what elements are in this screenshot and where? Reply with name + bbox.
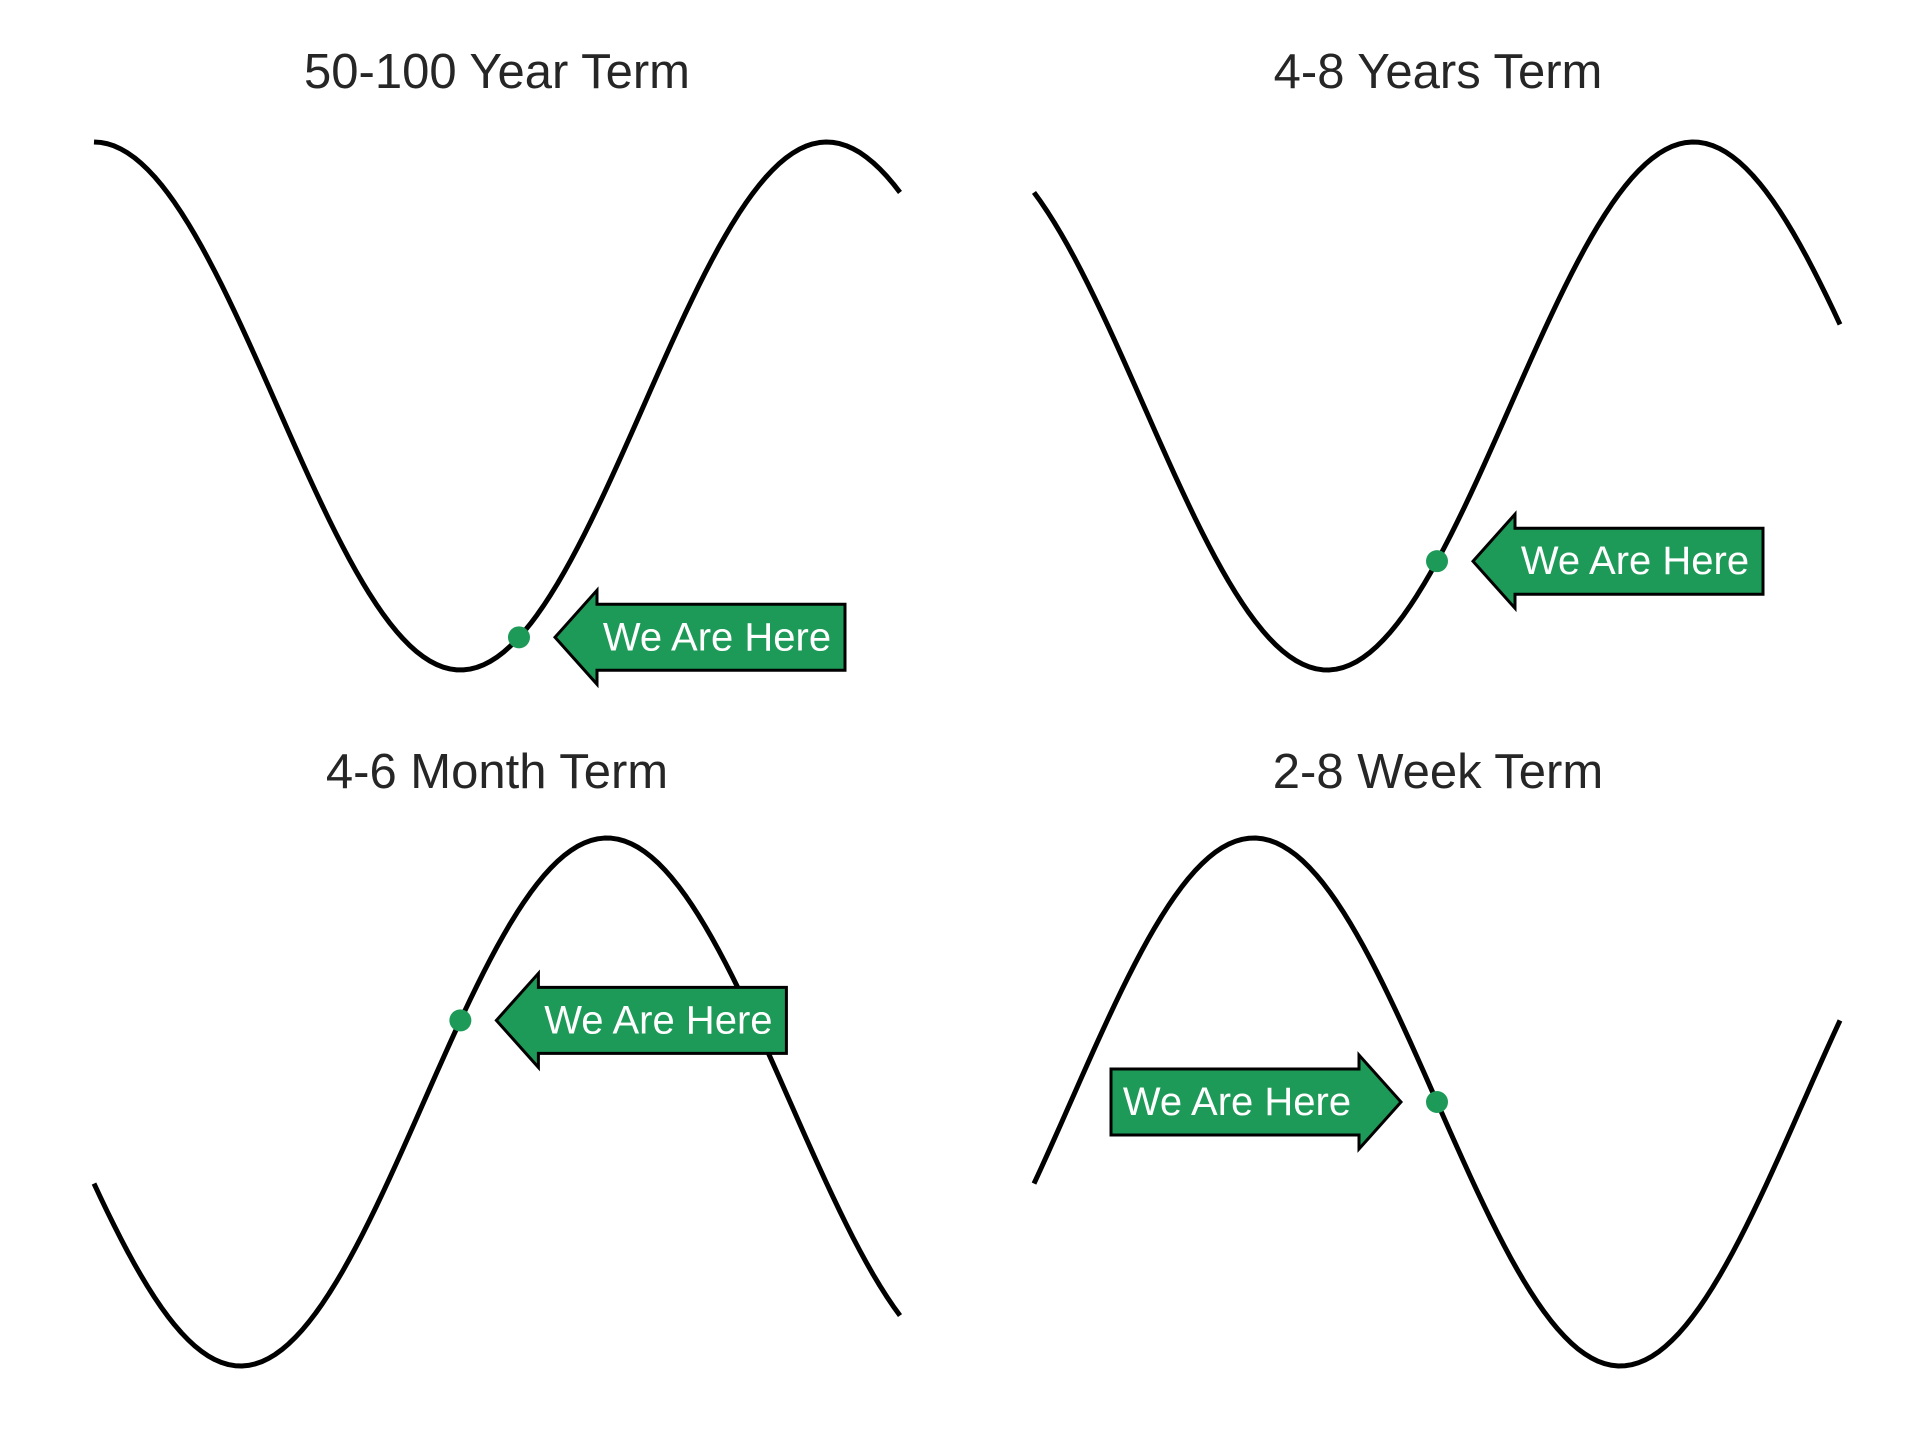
panel-2: 4-8 Years Term We Are Here	[1031, 45, 1843, 673]
we-are-here-label: We Are Here	[544, 998, 772, 1042]
we-are-here-arrow	[552, 586, 847, 689]
we-are-here-label: We Are Here	[1123, 1080, 1351, 1124]
panel-3: 4-6 Month Term We Are Here	[91, 745, 903, 1369]
we-are-here-marker	[1426, 1091, 1448, 1113]
panel-title: 2-8 Week Term	[1273, 745, 1603, 799]
panel-title: 4-6 Month Term	[326, 745, 668, 799]
panel-title: 4-8 Years Term	[1274, 45, 1603, 99]
we-are-here-arrow	[494, 969, 788, 1072]
cycle-curve	[93, 139, 902, 673]
we-are-here-label: We Are Here	[603, 615, 831, 659]
panel-title: 50-100 Year Term	[304, 45, 690, 99]
panel-1: 50-100 Year Term We Are Here	[93, 45, 902, 689]
we-are-here-label: We Are Here	[1521, 539, 1749, 583]
panel-4: 2-8 Week Term We Are Here	[1031, 745, 1843, 1369]
we-are-here-marker	[507, 626, 530, 649]
we-are-here-marker	[1426, 550, 1448, 573]
we-are-here-arrow	[1470, 510, 1765, 613]
we-are-here-arrow	[1109, 1051, 1404, 1153]
we-are-here-marker	[449, 1009, 472, 1032]
